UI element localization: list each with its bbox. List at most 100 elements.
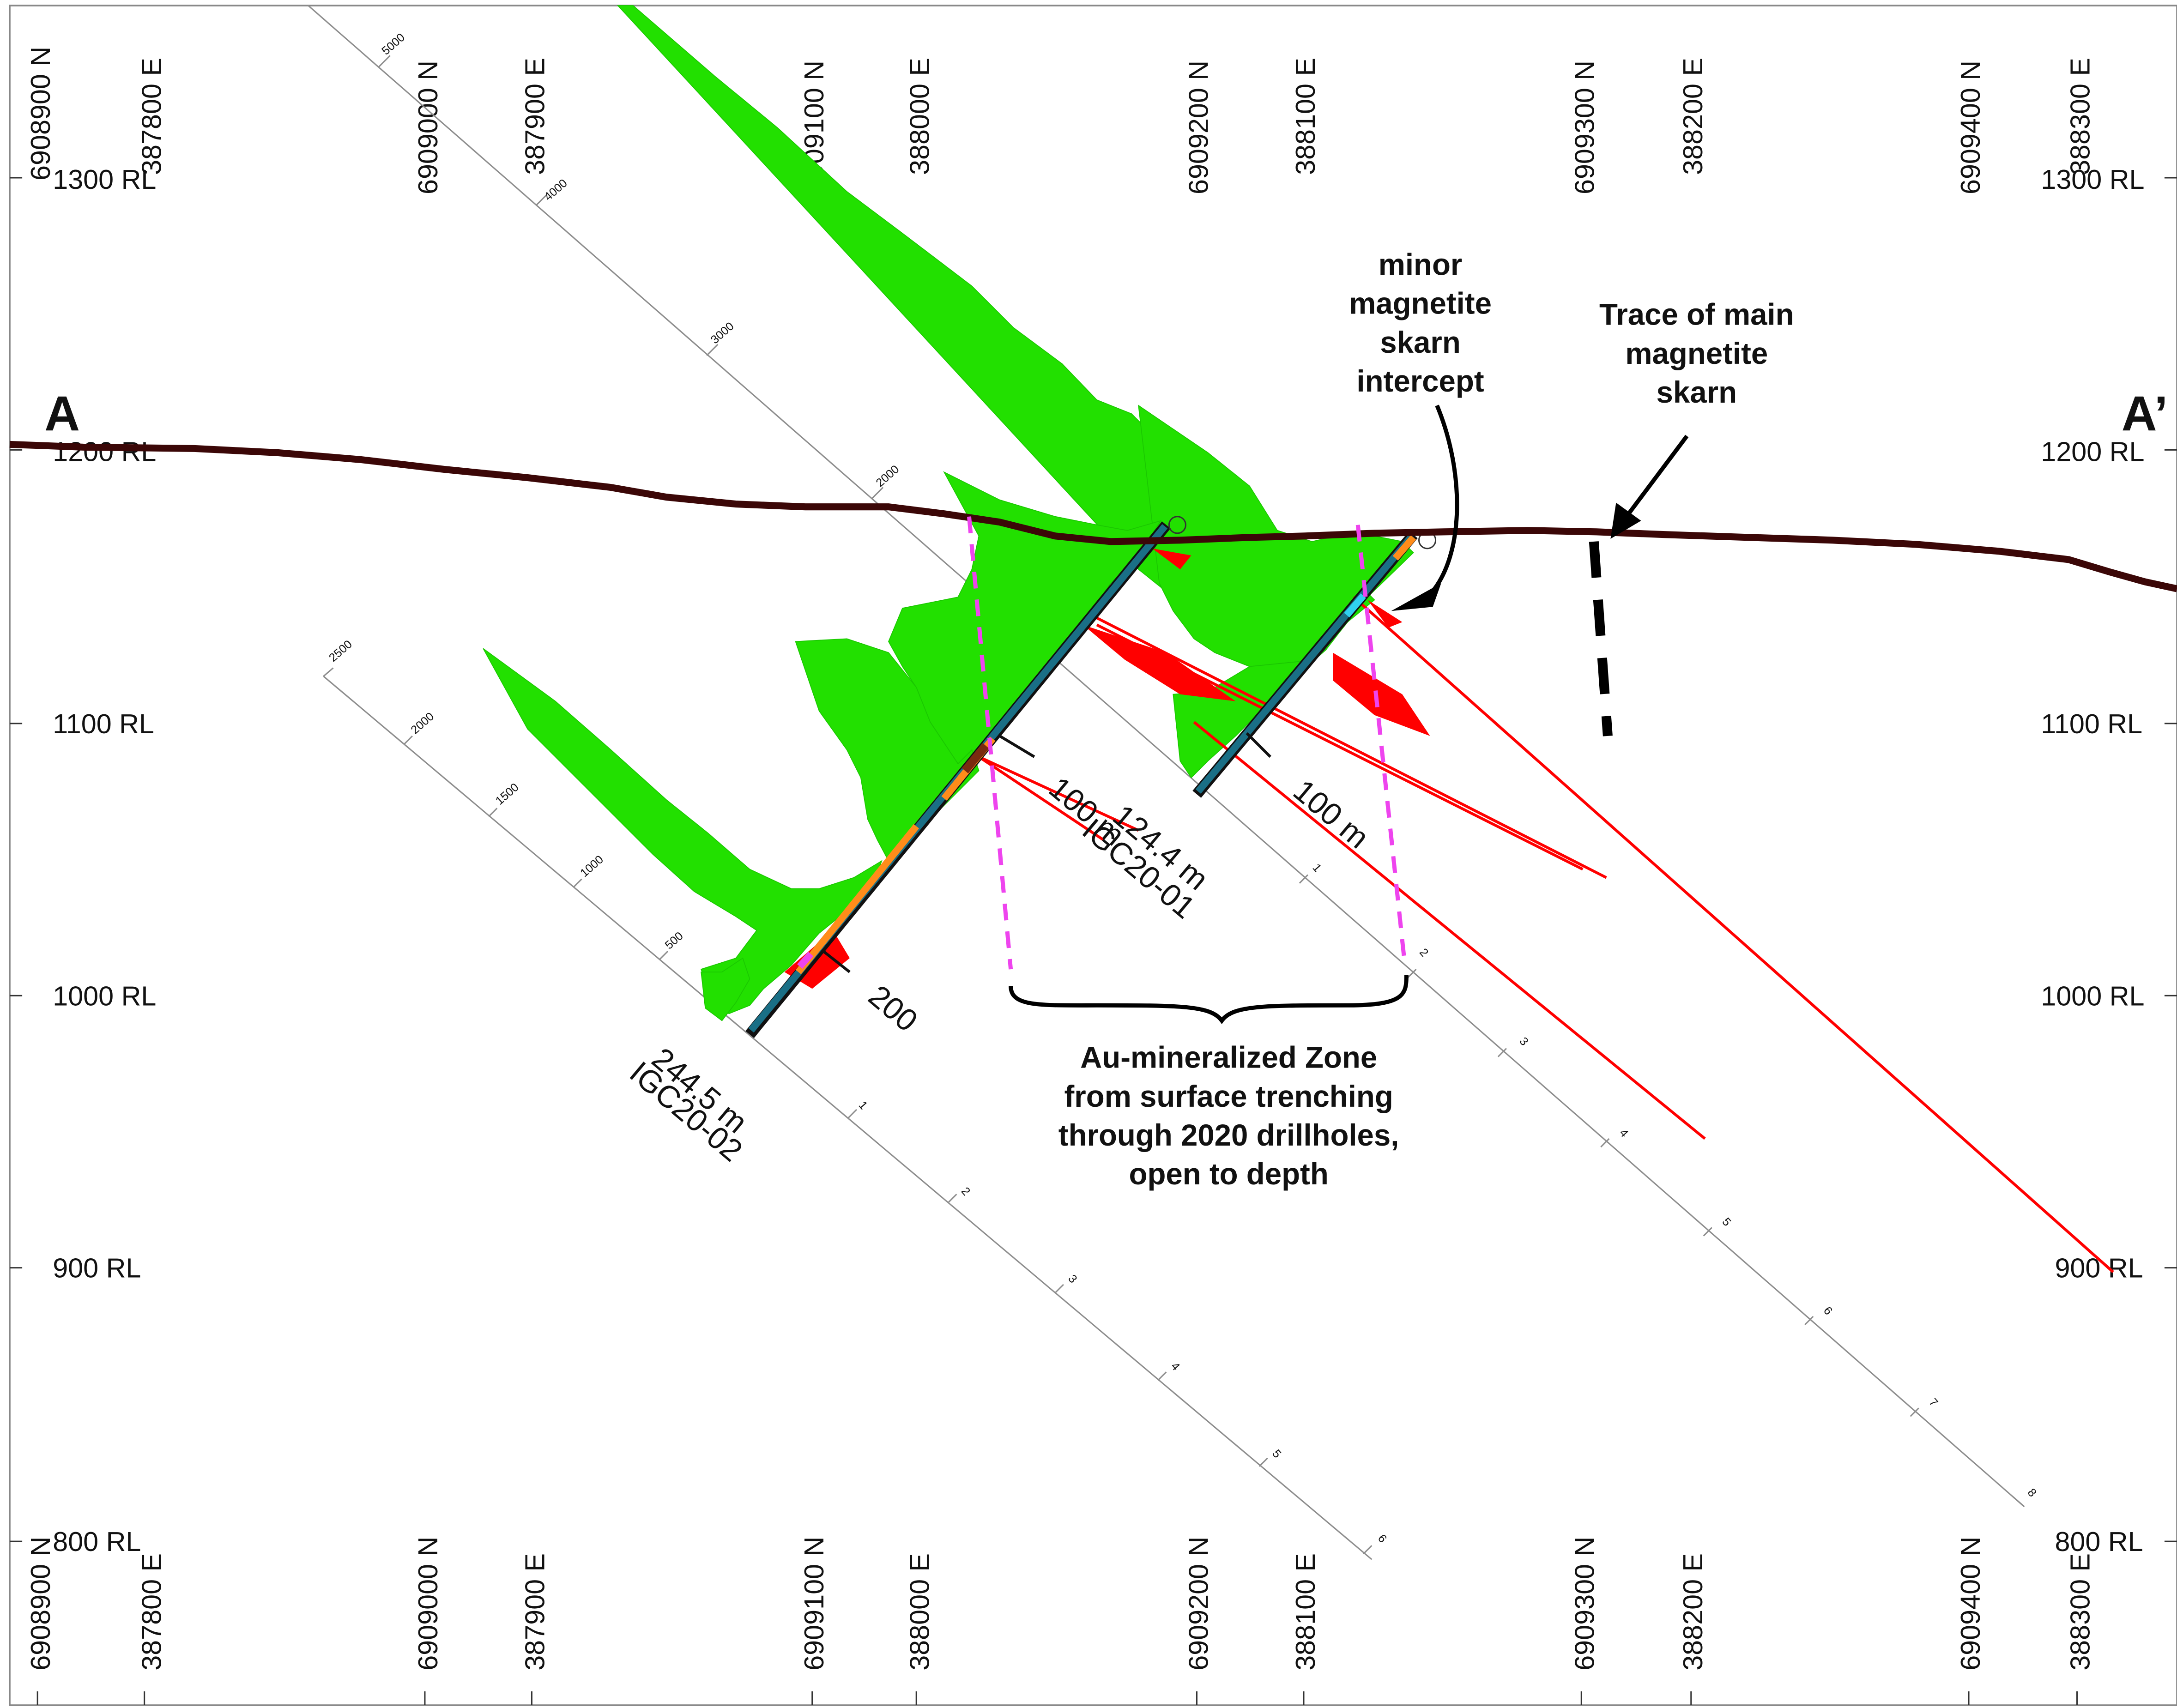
red-line-6 [978, 755, 1139, 832]
grid-label-northing: 6909300 N [1569, 60, 1600, 194]
elevation-label: 1300 RL [2041, 164, 2144, 195]
scale-tick-label: 1500 [493, 781, 521, 808]
drillhole-igc20-01-lithology [1195, 533, 1415, 794]
section-end-label: A’ [2122, 386, 2168, 441]
collar-igc20-02 [1168, 516, 1186, 534]
scale-tick-label: 500 [663, 929, 686, 952]
grid-label-northing: 6908900 N [25, 1537, 56, 1671]
note-line: minor [1379, 247, 1463, 281]
mineralized-zone-outline [967, 516, 1407, 970]
scale-line-b [323, 676, 1373, 1560]
grid-label-easting: 387900 E [520, 58, 550, 175]
note-line: magnetite [1625, 337, 1768, 370]
grid-label-easting: 388200 E [1677, 1553, 1708, 1671]
scale-tick-label: 2000 [408, 710, 436, 736]
scale-tick-label: 2 [959, 1185, 973, 1198]
red-fill [1333, 652, 1430, 736]
depth-label-200: 200 [862, 978, 924, 1038]
scale-b-tick-marks [403, 735, 1373, 1555]
depth-tick-100-ig01 [1246, 732, 1271, 758]
grid-label-northing: 6909200 N [1183, 1537, 1214, 1671]
elevation-label: 900 RL [53, 1253, 141, 1284]
histogram-green-ig02-fringe [701, 957, 750, 1021]
red-line-3 [1193, 721, 1706, 1140]
elevation-label: 900 RL [2055, 1253, 2143, 1284]
lithology-cyan-segment [1344, 593, 1366, 618]
topographic-surface [9, 441, 2177, 592]
arrow-minor-skarn [1428, 404, 1459, 596]
grid-label-easting: 388300 E [2065, 58, 2096, 175]
note-line: Trace of main [1599, 298, 1794, 332]
scale-tick-label: 3 [1517, 1035, 1530, 1048]
note-line: from surface trenching [1064, 1080, 1393, 1113]
elevation-label: 1000 RL [2041, 980, 2144, 1011]
grid-label-easting: 387800 E [136, 1553, 167, 1671]
red-line-5 [978, 755, 1105, 841]
grid-label-northing: 6909100 N [798, 1537, 829, 1671]
scale-tick-label: 6 [1375, 1532, 1389, 1545]
elevation-label: 1000 RL [53, 980, 156, 1011]
grid-label-easting: 388200 E [1677, 58, 1708, 175]
main-magnetite-skarn-trace [1589, 541, 1613, 736]
annotation-arrows [1391, 404, 1689, 611]
scale-d-labels: 1 2 3 4 5 6 7 8 [1310, 861, 2039, 1499]
red-fill [1367, 600, 1403, 628]
scale-tick-label: 4 [1617, 1127, 1631, 1140]
lithology-orange-segment [795, 824, 919, 974]
grid-label-easting: 388000 E [904, 1553, 935, 1671]
grid-label-northing: 6909300 N [1569, 1537, 1600, 1671]
arrowhead [1610, 502, 1641, 539]
grid-labels-bottom: 6908900 N 387800 E 6909000 N 387900 E 69… [25, 1537, 2095, 1671]
elevation-label: 1100 RL [53, 708, 154, 739]
scale-line-a [308, 5, 2025, 1508]
scale-tick-label: 1000 [578, 853, 606, 880]
scale-c-labels: 1 2 3 4 5 6 [856, 1098, 1389, 1545]
arrow-main-skarn [1622, 435, 1689, 521]
scale-tick-label: 5 [1270, 1447, 1283, 1461]
drill-holes [745, 516, 1437, 1038]
elevation-labels-left: 1300 RL 1200 RL 1100 RL 1000 RL 900 RL 8… [53, 164, 156, 1557]
scale-tick-label: 6 [1821, 1304, 1835, 1317]
depth-label-100-ig01: 100 m [1287, 773, 1375, 855]
elevation-label: 1100 RL [2041, 708, 2142, 739]
scale-tick-label: 7 [1926, 1396, 1940, 1409]
depth-tick-100-ig02 [999, 735, 1035, 758]
elevation-label: 800 RL [53, 1526, 141, 1557]
lithology-brown-segment [962, 743, 989, 773]
note-line: Au-mineralized Zone [1080, 1041, 1377, 1074]
grid-label-northing: 6909000 N [412, 60, 443, 194]
minor-skarn-note: minor magnetite skarn intercept [1349, 247, 1492, 398]
scale-tick-label: 3 [1065, 1272, 1079, 1286]
histogram-scale-lines [308, 5, 2025, 1560]
scale-tick-label: 1 [1310, 861, 1324, 875]
scale-tick-label: 5 [1719, 1215, 1733, 1229]
note-line: intercept [1356, 364, 1484, 398]
scale-tick-label: 2500 [327, 638, 355, 664]
scale-tick-label: 2 [1417, 946, 1431, 960]
red-line-2 [1096, 616, 1607, 879]
frame-ticks [10, 177, 2177, 1705]
depth-tick-200 [822, 950, 851, 973]
grid-label-northing: 6908900 N [25, 47, 56, 181]
elevation-label: 1200 RL [53, 436, 156, 467]
red-fill [1152, 548, 1191, 569]
note-line: through 2020 drillholes, [1058, 1118, 1399, 1152]
scale-tick-label: 4 [1168, 1360, 1182, 1373]
scale-tick-label: 3000 [708, 320, 737, 346]
scale-tick-label: 8 [2025, 1486, 2039, 1499]
main-skarn-note: Trace of main magnetite skarn [1599, 298, 1794, 409]
scale-tick-label: 1 [856, 1098, 870, 1112]
section-start-label: A [44, 386, 80, 441]
note-line: magnetite [1349, 287, 1492, 320]
grid-labels-top: 6908900 N 387800 E 6909000 N 387900 E 69… [25, 47, 2095, 194]
au-zone-brace [1009, 975, 1409, 1025]
grid-label-northing: 6909000 N [412, 1537, 443, 1671]
histogram-green-ig02-lower [483, 648, 883, 1014]
green-histograms [483, 5, 1414, 1021]
red-histograms [978, 596, 2114, 1273]
note-line: open to depth [1129, 1157, 1329, 1191]
grid-label-easting: 388100 E [1290, 58, 1321, 175]
scale-tick-label: 5000 [379, 31, 407, 58]
grid-label-northing: 6909200 N [1183, 60, 1214, 194]
